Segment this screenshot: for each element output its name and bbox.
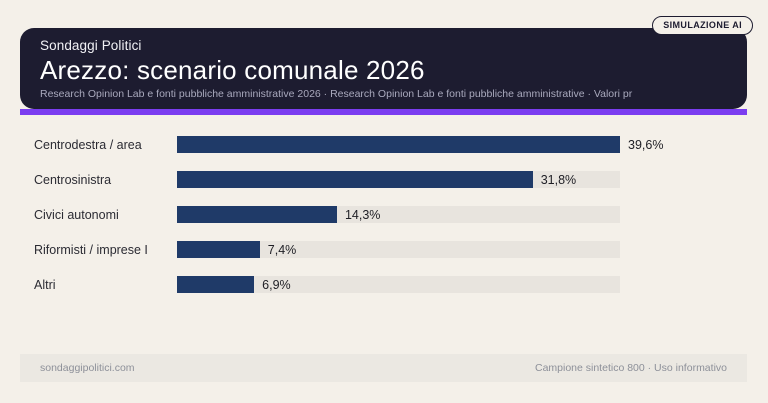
bar-category-label: Altri (34, 277, 56, 292)
bar-track: 7,4% (177, 241, 620, 258)
chart-row: Riformisti / imprese I 7,4% (34, 241, 748, 258)
footer-band: sondaggipolitici.com Campione sintetico … (20, 354, 747, 382)
accent-divider (20, 109, 747, 115)
simulation-ai-badge: SIMULAZIONE AI (652, 16, 753, 35)
bar-value-label: 39,6% (628, 137, 664, 152)
chart-row: Centrosinistra 31,8% (34, 171, 748, 188)
bar-value-label: 7,4% (267, 242, 297, 257)
bar-value-label: 31,8% (540, 172, 577, 187)
chart-row: Centrodestra / area 39,6% (34, 136, 748, 153)
page-title: Arezzo: scenario comunale 2026 (40, 55, 425, 85)
bar (177, 241, 260, 258)
brand-kicker: Sondaggi Politici (40, 38, 142, 53)
bar (177, 136, 620, 153)
bar (177, 171, 533, 188)
bar-category-label: Centrosinistra (34, 172, 112, 187)
footer-note: Campione sintetico 800 · Uso informativo (534, 362, 727, 374)
bar-track: 39,6% (177, 136, 663, 153)
bar-track: 6,9% (177, 276, 620, 293)
bar-chart: Centrodestra / area 39,6% Centrosinistra 31… (34, 136, 748, 311)
bar-track: 31,8% (177, 171, 620, 188)
bar-track: 14,3% (177, 206, 620, 223)
bar-category-label: Civici autonomi (34, 207, 119, 222)
bar-category-label: Centrodestra / area (34, 137, 142, 152)
bar-value-label: 6,9% (262, 277, 291, 292)
bar (177, 276, 255, 293)
chart-row: Altri 6,9% (34, 276, 748, 293)
source-subtitle: Research Opinion Lab e fonti pubbliche a… (40, 88, 633, 100)
chart-row: Civici autonomi 14,3% (34, 206, 748, 223)
bar (177, 206, 337, 223)
bar-category-label: Riformisti / imprese I (34, 242, 148, 257)
bar-value-label: 14,3% (344, 207, 381, 222)
footer-site-label: sondaggipolitici.com (40, 362, 135, 374)
header-card: Sondaggi Politici Arezzo: scenario comun… (20, 28, 747, 109)
